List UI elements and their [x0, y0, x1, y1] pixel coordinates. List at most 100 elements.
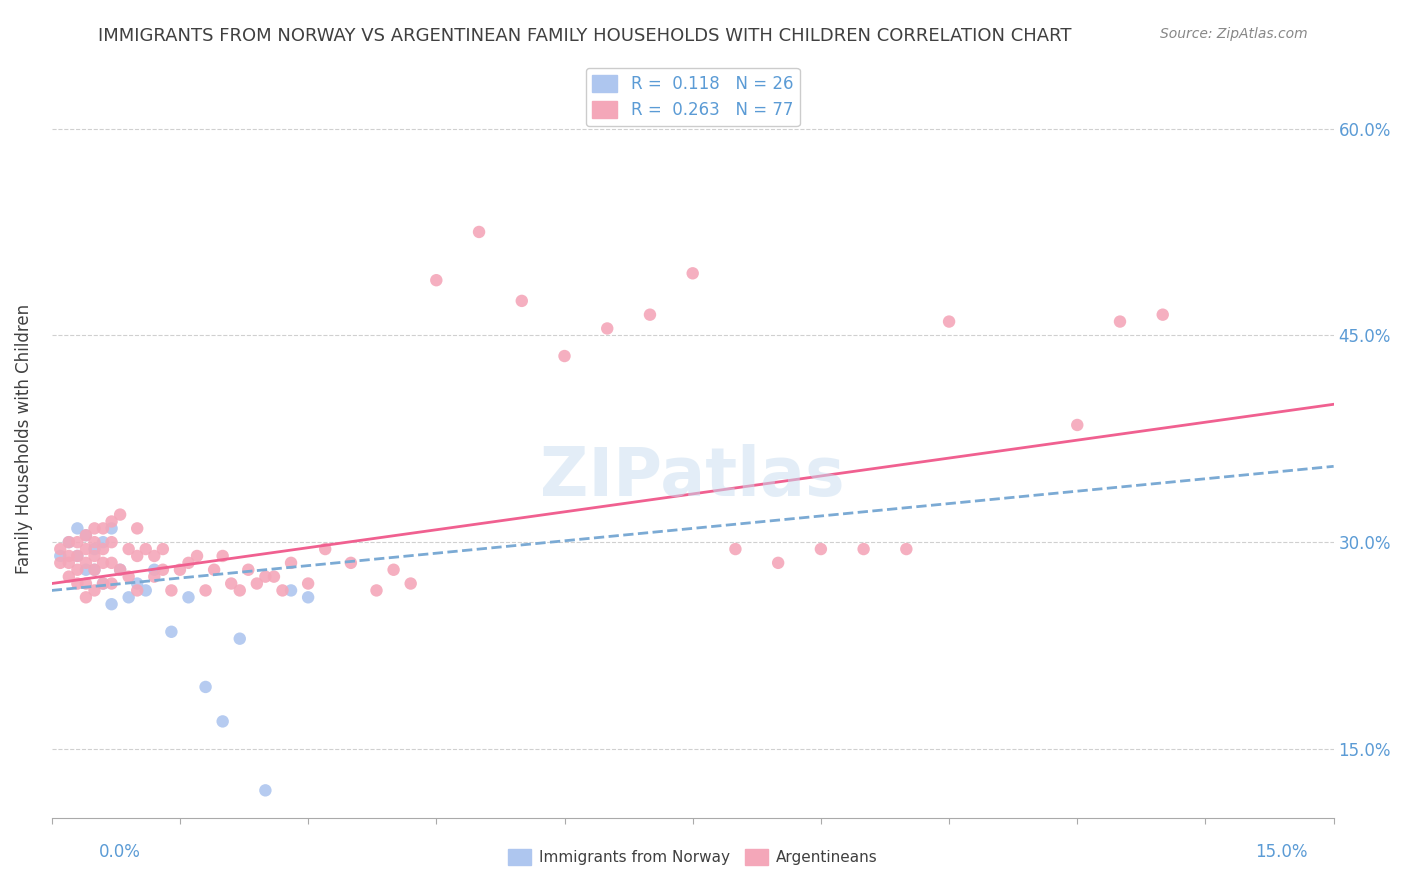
- Point: [1109, 315, 1132, 329]
- Point: [810, 542, 832, 557]
- Point: [297, 576, 319, 591]
- Text: Source: ZipAtlas.com: Source: ZipAtlas.com: [1160, 27, 1308, 41]
- Point: [118, 542, 141, 557]
- Point: [340, 556, 363, 570]
- Point: [135, 542, 157, 557]
- Point: [75, 591, 97, 605]
- Point: [58, 569, 80, 583]
- Point: [160, 624, 183, 639]
- Point: [58, 535, 80, 549]
- Point: [91, 576, 114, 591]
- Point: [143, 549, 166, 563]
- Point: [91, 576, 114, 591]
- Point: [596, 321, 619, 335]
- Point: [766, 556, 789, 570]
- Point: [75, 563, 97, 577]
- Point: [49, 542, 72, 557]
- Point: [169, 563, 191, 577]
- Point: [229, 632, 252, 646]
- Point: [152, 542, 174, 557]
- Point: [83, 563, 105, 577]
- Point: [58, 535, 80, 549]
- Point: [254, 783, 277, 797]
- Point: [186, 549, 208, 563]
- Point: [399, 576, 422, 591]
- Point: [468, 225, 491, 239]
- Point: [219, 576, 242, 591]
- Point: [143, 569, 166, 583]
- Point: [366, 583, 388, 598]
- Point: [382, 563, 405, 577]
- Point: [100, 521, 122, 535]
- Point: [938, 315, 960, 329]
- Point: [83, 583, 105, 598]
- Point: [127, 583, 149, 598]
- Point: [510, 293, 533, 308]
- Point: [238, 563, 260, 577]
- Point: [58, 556, 80, 570]
- Point: [100, 535, 122, 549]
- Point: [49, 549, 72, 563]
- Point: [49, 556, 72, 570]
- Point: [553, 349, 575, 363]
- Point: [280, 583, 302, 598]
- Point: [263, 569, 285, 583]
- Point: [271, 583, 294, 598]
- Point: [83, 549, 105, 563]
- Point: [75, 576, 97, 591]
- Point: [108, 563, 131, 577]
- Point: [152, 563, 174, 577]
- Legend: R =  0.118   N = 26, R =  0.263   N = 77: R = 0.118 N = 26, R = 0.263 N = 77: [586, 68, 800, 126]
- Point: [91, 542, 114, 557]
- Text: 0.0%: 0.0%: [98, 843, 141, 861]
- Point: [1066, 417, 1088, 432]
- Point: [91, 535, 114, 549]
- Point: [100, 556, 122, 570]
- Point: [75, 542, 97, 557]
- Point: [83, 563, 105, 577]
- Point: [127, 521, 149, 535]
- Point: [177, 591, 200, 605]
- Point: [177, 556, 200, 570]
- Point: [896, 542, 918, 557]
- Point: [314, 542, 336, 557]
- Point: [724, 542, 747, 557]
- Point: [852, 542, 875, 557]
- Point: [194, 583, 217, 598]
- Point: [100, 597, 122, 611]
- Point: [135, 583, 157, 598]
- Point: [194, 680, 217, 694]
- Point: [254, 569, 277, 583]
- Point: [1152, 308, 1174, 322]
- Point: [127, 576, 149, 591]
- Point: [202, 563, 225, 577]
- Point: [143, 563, 166, 577]
- Point: [83, 535, 105, 549]
- Point: [246, 576, 269, 591]
- Point: [280, 556, 302, 570]
- Text: 15.0%: 15.0%: [1256, 843, 1308, 861]
- Point: [118, 591, 141, 605]
- Text: IMMIGRANTS FROM NORWAY VS ARGENTINEAN FAMILY HOUSEHOLDS WITH CHILDREN CORRELATIO: IMMIGRANTS FROM NORWAY VS ARGENTINEAN FA…: [98, 27, 1071, 45]
- Point: [211, 549, 233, 563]
- Point: [108, 508, 131, 522]
- Point: [66, 521, 89, 535]
- Point: [75, 528, 97, 542]
- Point: [66, 535, 89, 549]
- Point: [66, 563, 89, 577]
- Point: [83, 521, 105, 535]
- Point: [425, 273, 447, 287]
- Point: [91, 556, 114, 570]
- Point: [58, 549, 80, 563]
- Point: [66, 576, 89, 591]
- Point: [682, 266, 704, 280]
- Point: [100, 576, 122, 591]
- Point: [638, 308, 661, 322]
- Point: [91, 521, 114, 535]
- Y-axis label: Family Households with Children: Family Households with Children: [15, 303, 32, 574]
- Point: [340, 824, 363, 838]
- Point: [229, 583, 252, 598]
- Point: [127, 549, 149, 563]
- Point: [211, 714, 233, 729]
- Point: [118, 569, 141, 583]
